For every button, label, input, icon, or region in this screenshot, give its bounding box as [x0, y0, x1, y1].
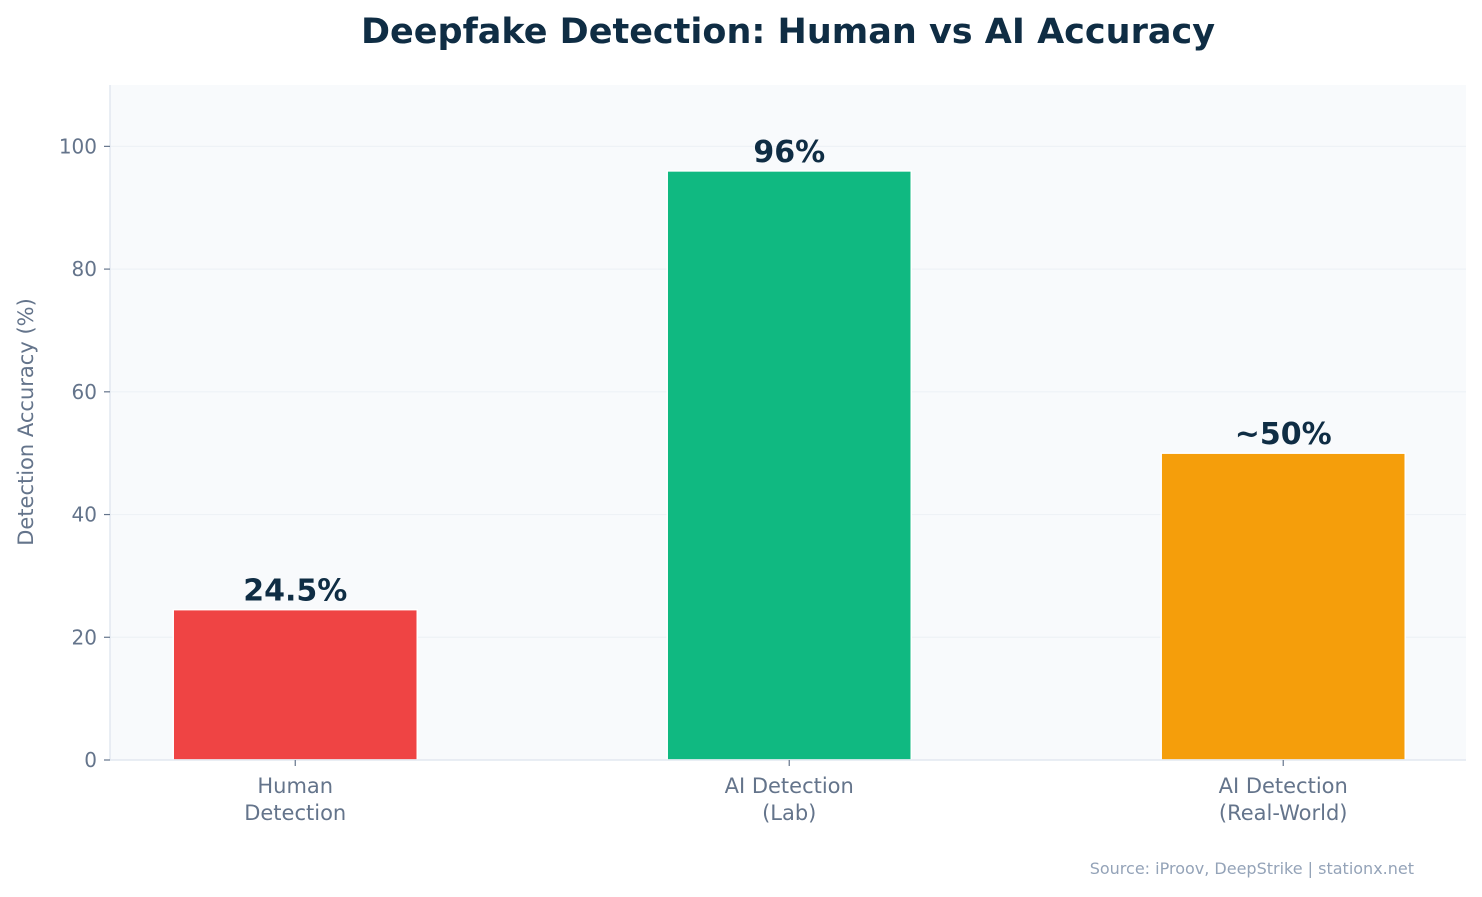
- x-tick-label-line: AI Detection: [725, 774, 854, 798]
- y-tick-label: 40: [72, 503, 97, 527]
- x-tick-label: AI Detection (Real-World): [1219, 774, 1348, 825]
- y-ticks: 0 20 40 60 80 100: [59, 134, 110, 772]
- source-note: Source: iProov, DeepStrike | stationx.ne…: [1090, 859, 1414, 878]
- bar: [666, 170, 913, 761]
- bar: [1160, 452, 1406, 761]
- y-tick-label: 80: [72, 257, 97, 281]
- x-tick-label-line: Detection: [244, 801, 346, 825]
- y-tick-label: 60: [72, 380, 97, 404]
- chart-title: Deepfake Detection: Human vs AI Accuracy: [361, 12, 1215, 52]
- data-label: 96%: [753, 135, 825, 170]
- bar: [172, 608, 419, 761]
- y-tick-label: 100: [59, 134, 97, 158]
- x-tick-label-line: AI Detection: [1219, 774, 1348, 798]
- y-axis-label: Detection Accuracy (%): [14, 298, 38, 546]
- y-tick-label: 20: [72, 625, 97, 649]
- data-label: 24.5%: [243, 574, 347, 609]
- x-tick-label: AI Detection (Lab): [725, 774, 854, 825]
- x-tick-label-line: (Lab): [762, 801, 816, 825]
- bars: 24.5% 96% ~50%: [172, 135, 1406, 761]
- y-tick-label: 0: [84, 748, 97, 772]
- x-tick-label-line: Human: [257, 774, 333, 798]
- x-tick-label: Human Detection: [244, 774, 346, 825]
- x-tick-label-line: (Real-World): [1219, 801, 1348, 825]
- data-label: ~50%: [1235, 417, 1332, 452]
